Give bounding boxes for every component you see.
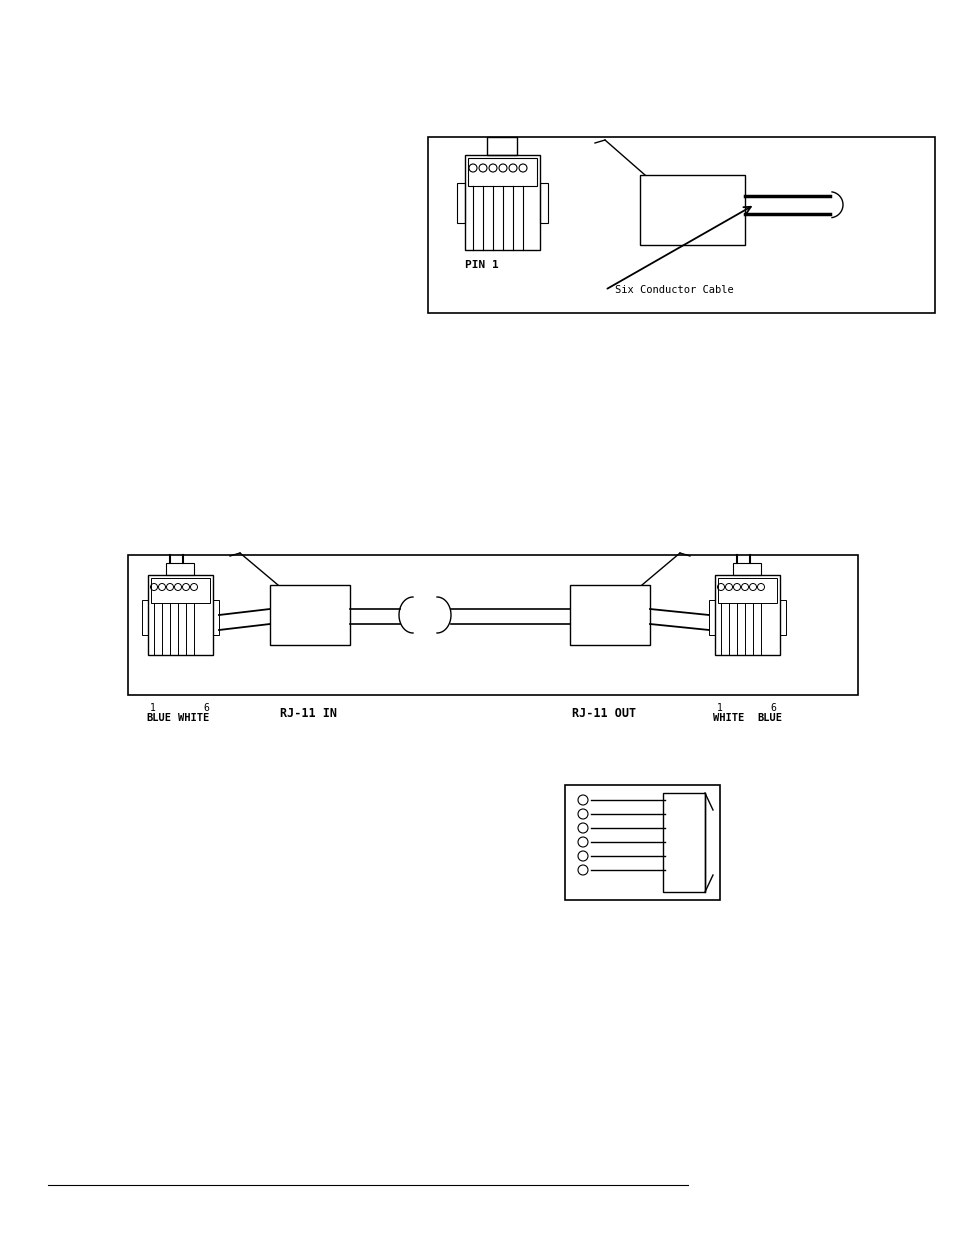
Text: 1: 1	[150, 703, 155, 713]
Text: 6: 6	[203, 703, 209, 713]
Bar	[142, 600, 148, 635]
Bar	[148, 576, 213, 655]
Bar	[564, 785, 720, 900]
Bar	[732, 563, 760, 576]
Text: 1: 1	[717, 703, 722, 713]
Text: RJ-11 OUT: RJ-11 OUT	[572, 706, 636, 720]
Text: 6: 6	[769, 703, 775, 713]
Text: WHITE: WHITE	[712, 713, 743, 722]
Bar	[662, 793, 704, 892]
Bar	[213, 600, 219, 635]
Bar	[780, 600, 785, 635]
Text: RJ-11 IN: RJ-11 IN	[280, 706, 336, 720]
Bar	[270, 585, 350, 645]
Bar	[539, 183, 547, 224]
Bar	[714, 576, 780, 655]
Bar	[456, 183, 464, 224]
Bar	[464, 156, 539, 249]
Bar	[166, 563, 193, 576]
Bar	[468, 158, 537, 186]
Bar	[569, 585, 649, 645]
Text: WHITE: WHITE	[178, 713, 209, 722]
Bar	[486, 137, 517, 156]
Bar	[128, 555, 857, 695]
Bar	[639, 175, 744, 245]
Bar	[151, 578, 210, 603]
Bar	[428, 137, 934, 312]
Text: BLUE: BLUE	[146, 713, 171, 722]
Text: Six Conductor Cable: Six Conductor Cable	[615, 285, 733, 295]
Text: BLUE: BLUE	[757, 713, 781, 722]
Bar	[708, 600, 714, 635]
Text: PIN 1: PIN 1	[464, 261, 498, 270]
Bar	[718, 578, 776, 603]
